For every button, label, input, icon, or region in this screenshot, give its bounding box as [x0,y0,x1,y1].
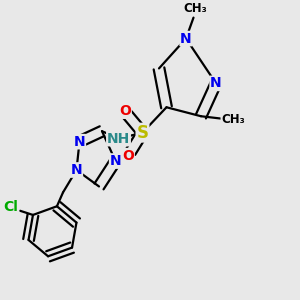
Text: NH: NH [107,132,130,145]
Text: S: S [136,124,148,142]
Text: O: O [119,104,131,118]
Text: CH₃: CH₃ [183,2,207,15]
Text: CH₃: CH₃ [221,113,245,126]
Text: Cl: Cl [4,200,19,214]
Text: N: N [110,154,121,168]
Text: N: N [74,135,85,148]
Text: O: O [122,149,134,163]
Text: N: N [71,163,82,177]
Text: N: N [210,76,222,90]
Text: N: N [180,32,192,46]
